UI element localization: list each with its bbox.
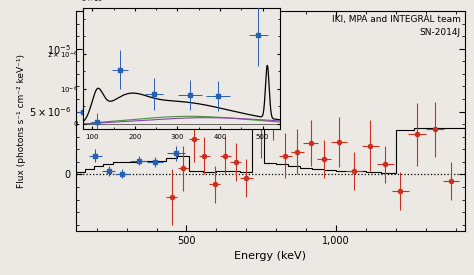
Text: IKI, MPA and INTEGRAL team
SN-2014J: IKI, MPA and INTEGRAL team SN-2014J xyxy=(332,15,461,37)
Text: $3\times10^{-6}$: $3\times10^{-6}$ xyxy=(81,0,110,5)
Y-axis label: Flux (photons s⁻¹ cm⁻² keV⁻¹): Flux (photons s⁻¹ cm⁻² keV⁻¹) xyxy=(17,54,26,188)
X-axis label: Energy (keV): Energy (keV) xyxy=(234,251,306,262)
